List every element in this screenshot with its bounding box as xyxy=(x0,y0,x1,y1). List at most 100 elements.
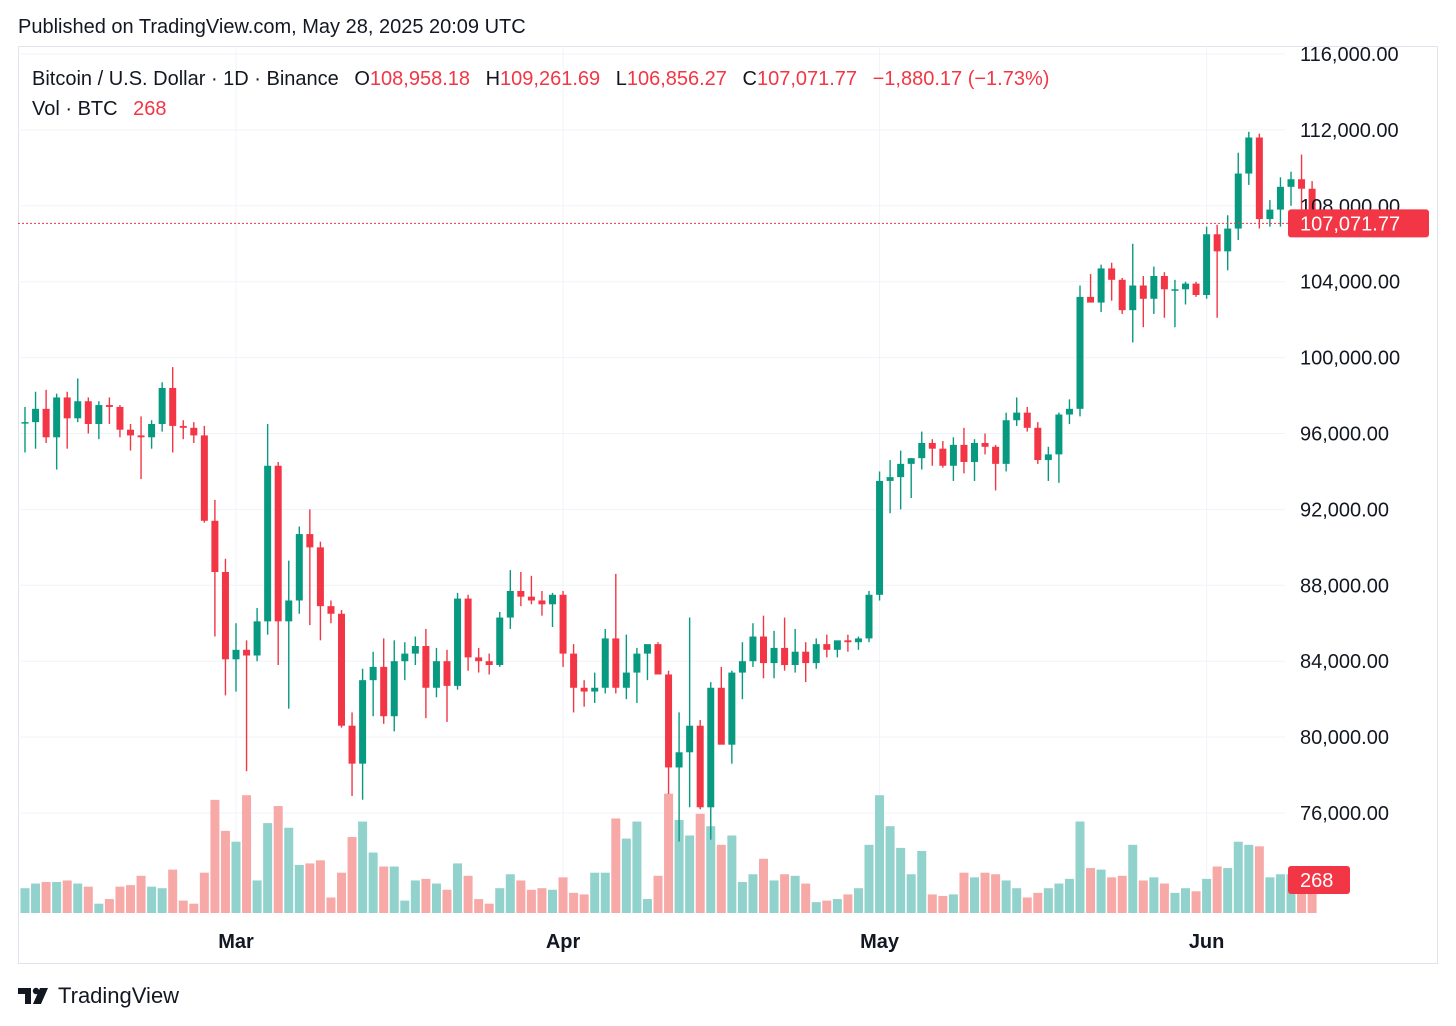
volume-bar xyxy=(938,895,948,913)
candle-body xyxy=(949,444,957,466)
volume-bar xyxy=(959,872,969,913)
candle-body xyxy=(897,463,905,478)
volume-bar xyxy=(642,899,652,913)
candle-body xyxy=(422,646,430,688)
candle-body xyxy=(32,408,40,423)
volume-bar xyxy=(147,886,157,913)
x-tick-label: Apr xyxy=(546,931,581,953)
volume-bar xyxy=(347,837,357,913)
candle-body xyxy=(654,644,662,675)
volume-bar xyxy=(516,880,526,913)
x-axis: Mar Apr May Jun xyxy=(218,931,1224,953)
volume-bar xyxy=(537,888,547,913)
chart-frame xyxy=(18,46,1438,964)
legend-volume-value: 268 xyxy=(133,98,167,120)
volume-bar xyxy=(548,889,557,913)
volume-bar xyxy=(759,858,768,913)
volume-bar xyxy=(41,882,51,913)
candle-body xyxy=(1182,283,1189,290)
volume-bar xyxy=(811,902,821,913)
volume-bar xyxy=(600,872,610,913)
legend-high-value: 109,261.69 xyxy=(500,68,601,90)
volume-bar xyxy=(189,903,199,913)
tradingview-logo[interactable]: TradingView xyxy=(18,983,179,1009)
volume-bar xyxy=(621,838,631,913)
volume-bar xyxy=(252,880,262,913)
volume-bar xyxy=(906,874,916,913)
volume-bar xyxy=(706,826,716,913)
candle-body xyxy=(253,621,261,656)
candle-body xyxy=(1213,234,1221,252)
candle-body xyxy=(1023,412,1031,428)
volume-bar xyxy=(1096,869,1106,913)
volume-bar xyxy=(1075,821,1085,913)
candle-body xyxy=(390,661,398,717)
volume-bar xyxy=(136,875,146,913)
legend-volume-label: Vol · BTC xyxy=(32,98,118,120)
candle-body xyxy=(939,448,947,466)
candle-body xyxy=(464,598,472,658)
candle-body xyxy=(105,405,113,407)
volume-bar xyxy=(853,888,863,913)
candle-body xyxy=(1298,179,1306,189)
volume-bar xyxy=(315,860,325,913)
volume-bar xyxy=(875,795,885,913)
candle-body xyxy=(1234,173,1242,229)
candle-body xyxy=(348,725,356,764)
candle-body xyxy=(643,644,651,654)
candle-body xyxy=(359,680,367,764)
candle-body xyxy=(1203,234,1211,295)
volume-bar xyxy=(505,874,515,913)
volume-bar xyxy=(822,900,832,913)
volume-bar xyxy=(917,851,927,913)
candle-body xyxy=(232,649,240,660)
candle-body xyxy=(559,594,567,654)
volume-bar xyxy=(1254,846,1264,913)
volume-bar xyxy=(1181,888,1190,913)
candle-body xyxy=(854,638,862,643)
volume-bar xyxy=(526,889,536,913)
volume-bar xyxy=(431,883,441,913)
candle-body xyxy=(823,644,831,650)
candle-body xyxy=(527,596,535,601)
legend-high-label: H xyxy=(485,68,501,90)
candle-body xyxy=(401,653,409,662)
volume-bar xyxy=(632,821,642,913)
candle-body xyxy=(1160,276,1168,290)
volume-bar xyxy=(1033,892,1043,913)
volume-bar xyxy=(864,844,874,913)
candle-body xyxy=(1065,408,1073,415)
y-tick-label: 92,000.00 xyxy=(1300,499,1389,521)
candle-body xyxy=(432,661,440,688)
volume-bar xyxy=(685,835,695,913)
candle-body xyxy=(760,636,767,664)
candle-body xyxy=(211,520,219,573)
volume-bar xyxy=(358,821,368,913)
candle-body xyxy=(316,547,324,607)
volume-bar xyxy=(199,872,209,913)
volume-bar xyxy=(1233,841,1243,913)
candle-body xyxy=(21,422,29,424)
candle-body xyxy=(369,666,377,681)
volume-bar xyxy=(674,820,684,913)
volume-bar xyxy=(410,880,420,913)
legend-symbol: Bitcoin / U.S. Dollar · 1D · Binance xyxy=(32,68,339,90)
candle-body xyxy=(717,687,725,745)
x-tick-label: May xyxy=(860,931,900,953)
candle-body xyxy=(707,687,715,808)
legend-low-value: 106,856.27 xyxy=(626,68,727,90)
candle-body xyxy=(612,638,620,688)
candle-body xyxy=(738,661,746,673)
volume-bar xyxy=(62,880,72,913)
candle-body xyxy=(992,446,1000,464)
tradingview-logo-icon xyxy=(18,987,48,1004)
volume-bar xyxy=(400,900,410,913)
candle-body xyxy=(675,752,683,768)
volume-bar xyxy=(463,875,473,913)
candle-body xyxy=(907,458,915,464)
candle-body xyxy=(812,644,820,664)
volume-bar xyxy=(453,863,463,913)
volume-bar xyxy=(664,793,674,913)
volume-bar xyxy=(52,882,62,913)
